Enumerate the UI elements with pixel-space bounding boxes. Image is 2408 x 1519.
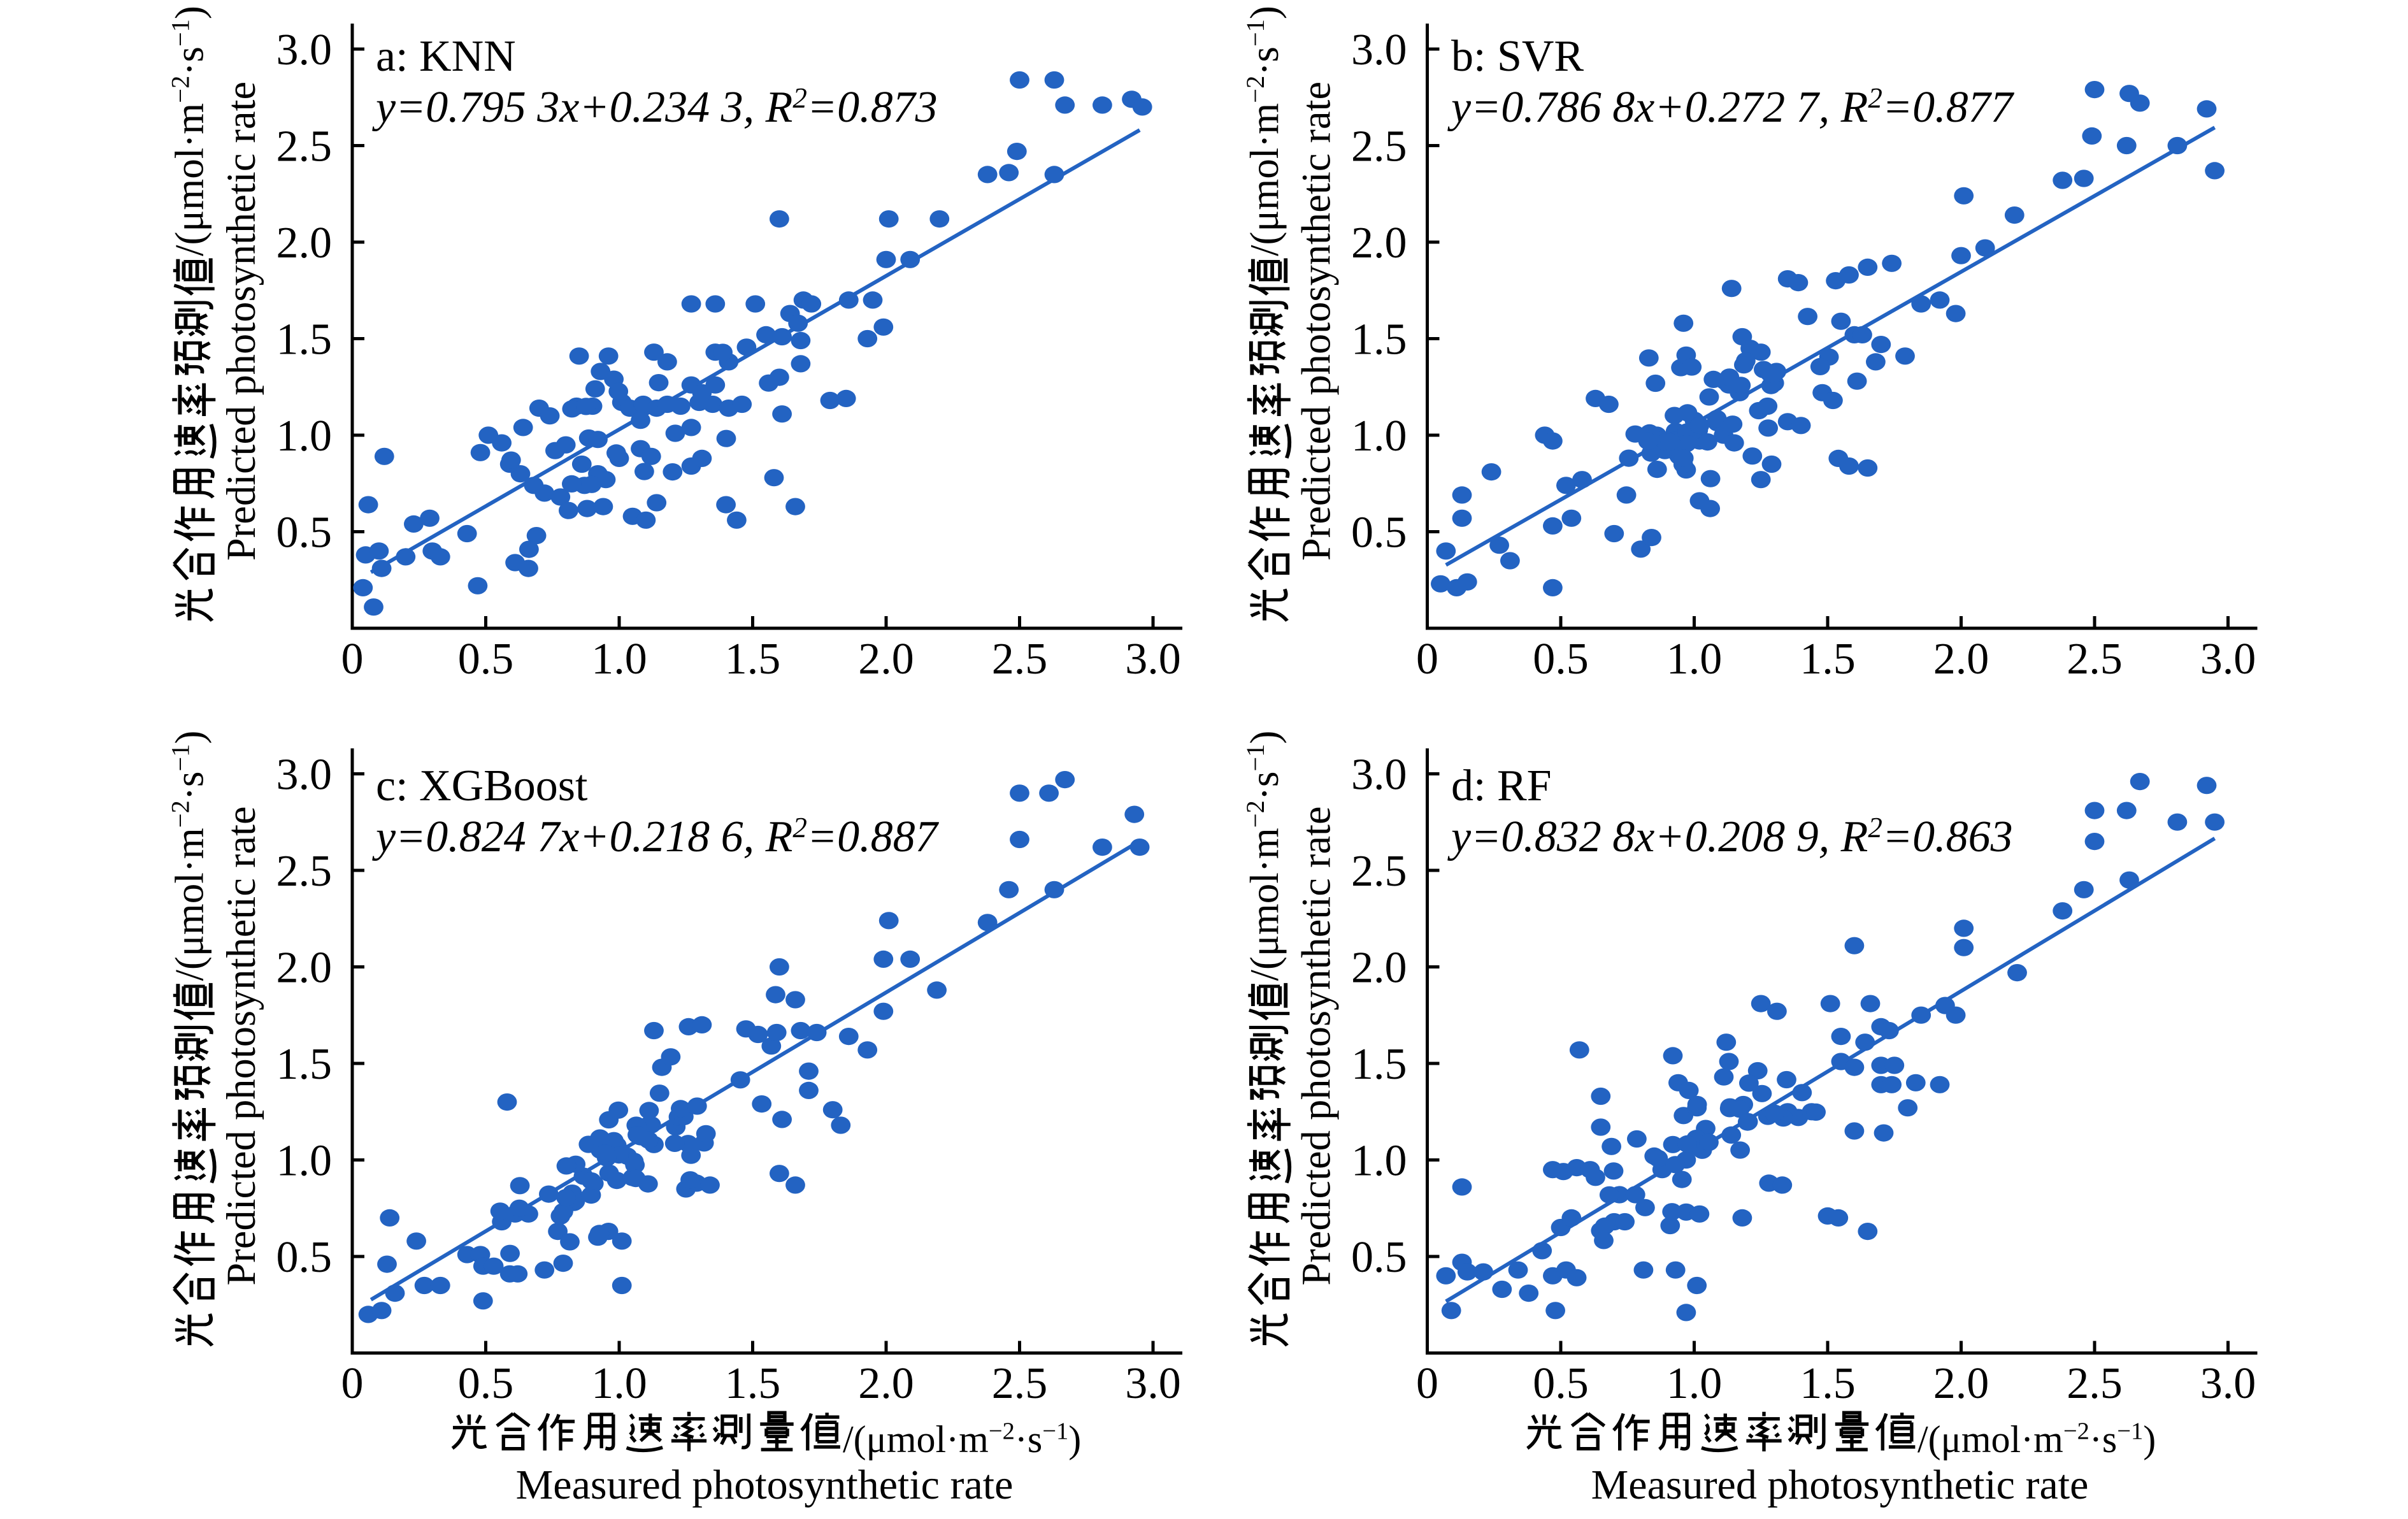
svg-text:1.0: 1.0: [591, 635, 647, 684]
svg-text:1.0: 1.0: [591, 1359, 647, 1408]
svg-text:/(μmol·m−2·s−1): /(μmol·m−2·s−1): [1917, 1418, 2156, 1460]
svg-text:2.0: 2.0: [1351, 219, 1407, 268]
svg-text:Predicted photosynthetic rate: Predicted photosynthetic rate: [1294, 82, 1339, 561]
svg-text:b: SVR: b: SVR: [1451, 32, 1584, 81]
svg-text:2.0: 2.0: [1351, 944, 1407, 993]
svg-text:3.0: 3.0: [1125, 1359, 1181, 1408]
svg-text:2.5: 2.5: [2067, 1359, 2123, 1408]
svg-text:0.5: 0.5: [276, 508, 333, 558]
svg-text:1.5: 1.5: [276, 1040, 333, 1089]
svg-text:c: XGBoost: c: XGBoost: [376, 761, 588, 810]
svg-text:0.5: 0.5: [276, 1233, 333, 1282]
svg-text:1.0: 1.0: [1351, 1137, 1407, 1186]
svg-text:/(μmol·m−2·s−1): /(μmol·m−2·s−1): [1241, 6, 1287, 256]
svg-text:0: 0: [1416, 1359, 1438, 1408]
svg-text:2.5: 2.5: [992, 1359, 1048, 1408]
svg-text:y=0.824 7x+0.218 6, R2=0.887: y=0.824 7x+0.218 6, R2=0.887: [372, 812, 940, 861]
svg-text:1.0: 1.0: [276, 1137, 333, 1186]
svg-text:Predicted photosynthetic rate: Predicted photosynthetic rate: [219, 806, 264, 1285]
svg-text:2.0: 2.0: [276, 219, 333, 268]
svg-text:2.0: 2.0: [858, 635, 914, 684]
svg-text:1.5: 1.5: [725, 635, 781, 684]
svg-text:/(μmol·m−2·s−1): /(μmol·m−2·s−1): [843, 1418, 1081, 1460]
svg-text:0.5: 0.5: [458, 1359, 514, 1408]
svg-text:Measured photosynthetic rate: Measured photosynthetic rate: [516, 1462, 1014, 1508]
svg-text:0.5: 0.5: [1533, 1359, 1589, 1408]
svg-text:3.0: 3.0: [2200, 635, 2256, 684]
svg-text:2.5: 2.5: [276, 122, 333, 171]
svg-text:2.5: 2.5: [2067, 635, 2123, 684]
svg-text:2.0: 2.0: [276, 944, 333, 993]
svg-text:1.0: 1.0: [276, 412, 333, 461]
svg-text:d: RF: d: RF: [1451, 761, 1552, 810]
svg-text:1.5: 1.5: [1351, 1040, 1407, 1089]
svg-text:0: 0: [341, 635, 364, 684]
svg-text:y=0.795 3x+0.234 3, R2=0.873: y=0.795 3x+0.234 3, R2=0.873: [372, 82, 938, 132]
svg-text:1.5: 1.5: [276, 315, 333, 364]
svg-text:/(μmol·m−2·s−1): /(μmol·m−2·s−1): [1241, 731, 1287, 981]
svg-text:1.0: 1.0: [1666, 635, 1723, 684]
svg-text:1.5: 1.5: [1351, 315, 1407, 364]
svg-text:3.0: 3.0: [1351, 751, 1407, 800]
svg-text:1.0: 1.0: [1666, 1359, 1723, 1408]
svg-text:a: KNN: a: KNN: [376, 32, 516, 81]
svg-text:3.0: 3.0: [1125, 635, 1181, 684]
svg-text:2.5: 2.5: [1351, 122, 1407, 171]
svg-text:3.0: 3.0: [2200, 1359, 2256, 1408]
svg-text:2.0: 2.0: [858, 1359, 914, 1408]
svg-text:2.5: 2.5: [992, 635, 1048, 684]
svg-text:/(μmol·m−2·s−1): /(μmol·m−2·s−1): [166, 6, 212, 256]
svg-text:0: 0: [1416, 635, 1438, 684]
svg-text:0: 0: [341, 1359, 364, 1408]
svg-text:1.5: 1.5: [725, 1359, 781, 1408]
svg-text:1.5: 1.5: [1800, 1359, 1856, 1408]
svg-text:Predicted photosynthetic rate: Predicted photosynthetic rate: [1294, 806, 1339, 1285]
svg-text:Measured photosynthetic rate: Measured photosynthetic rate: [1591, 1462, 2089, 1508]
svg-text:3.0: 3.0: [1351, 25, 1407, 75]
svg-text:0.5: 0.5: [1351, 508, 1407, 558]
svg-text:0.5: 0.5: [458, 635, 514, 684]
svg-text:y=0.786 8x+0.272 7, R2=0.877: y=0.786 8x+0.272 7, R2=0.877: [1447, 82, 2015, 132]
svg-text:2.0: 2.0: [1933, 635, 1989, 684]
svg-text:2.5: 2.5: [1351, 847, 1407, 896]
svg-text:1.5: 1.5: [1800, 635, 1856, 684]
svg-text:y=0.832 8x+0.208 9, R2=0.863: y=0.832 8x+0.208 9, R2=0.863: [1447, 812, 2013, 861]
svg-text:Predicted photosynthetic rate: Predicted photosynthetic rate: [219, 82, 264, 561]
svg-text:0.5: 0.5: [1351, 1233, 1407, 1282]
svg-text:2.0: 2.0: [1933, 1359, 1989, 1408]
svg-text:3.0: 3.0: [276, 751, 333, 800]
svg-text:3.0: 3.0: [276, 25, 333, 75]
svg-text:1.0: 1.0: [1351, 412, 1407, 461]
svg-text:0.5: 0.5: [1533, 635, 1589, 684]
svg-text:/(μmol·m−2·s−1): /(μmol·m−2·s−1): [166, 731, 212, 981]
svg-text:2.5: 2.5: [276, 847, 333, 896]
